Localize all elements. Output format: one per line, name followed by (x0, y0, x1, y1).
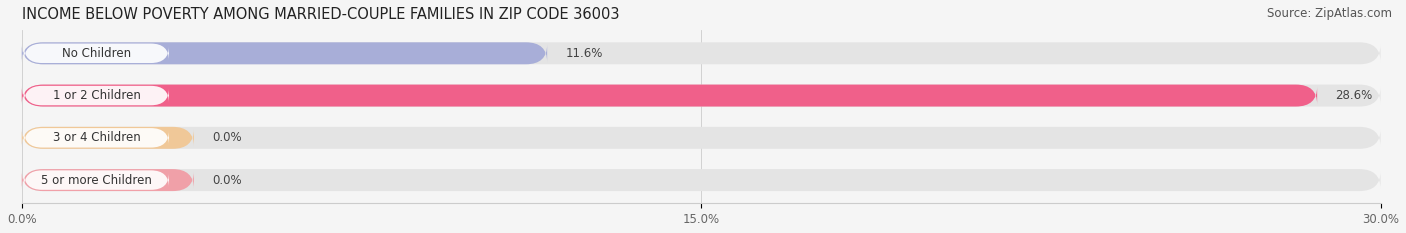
FancyBboxPatch shape (21, 42, 547, 64)
Text: 5 or more Children: 5 or more Children (41, 174, 152, 187)
FancyBboxPatch shape (24, 128, 169, 147)
FancyBboxPatch shape (21, 85, 1317, 106)
Text: INCOME BELOW POVERTY AMONG MARRIED-COUPLE FAMILIES IN ZIP CODE 36003: INCOME BELOW POVERTY AMONG MARRIED-COUPL… (21, 7, 619, 22)
FancyBboxPatch shape (24, 44, 169, 63)
FancyBboxPatch shape (21, 169, 1381, 191)
Text: 0.0%: 0.0% (212, 131, 242, 144)
FancyBboxPatch shape (21, 42, 1381, 64)
FancyBboxPatch shape (21, 127, 1381, 149)
Text: 0.0%: 0.0% (212, 174, 242, 187)
Text: 1 or 2 Children: 1 or 2 Children (52, 89, 141, 102)
Text: 3 or 4 Children: 3 or 4 Children (52, 131, 141, 144)
FancyBboxPatch shape (21, 127, 194, 149)
Text: 28.6%: 28.6% (1336, 89, 1372, 102)
Text: No Children: No Children (62, 47, 131, 60)
FancyBboxPatch shape (21, 85, 1381, 106)
Text: 11.6%: 11.6% (565, 47, 603, 60)
FancyBboxPatch shape (24, 170, 169, 190)
Text: Source: ZipAtlas.com: Source: ZipAtlas.com (1267, 7, 1392, 20)
FancyBboxPatch shape (21, 169, 194, 191)
FancyBboxPatch shape (24, 86, 169, 105)
